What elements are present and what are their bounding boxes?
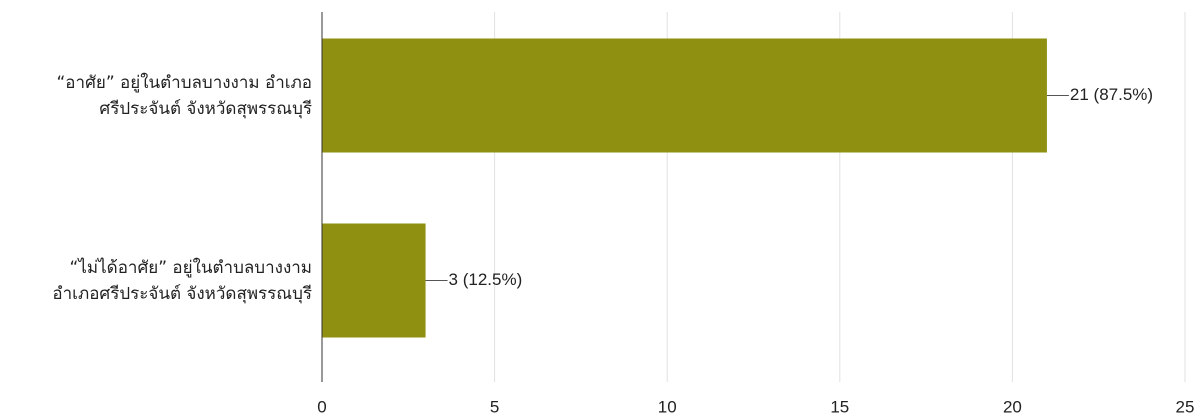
x-tick-label: 5 xyxy=(490,397,499,416)
category-label: “ไม่ได้อาศัย” อยู่ในตำบลบางงาม อำเภอศรีป… xyxy=(52,257,312,304)
bar xyxy=(322,223,426,338)
value-label: 3 (12.5%) xyxy=(449,270,523,289)
category-label: “อาศัย” อยู่ในตำบลบางงาม อำเภอ ศรีประจัน… xyxy=(56,72,313,119)
bar xyxy=(322,38,1047,153)
value-label: 21 (87.5%) xyxy=(1070,85,1153,104)
x-tick-label: 0 xyxy=(317,397,326,416)
x-tick-label: 25 xyxy=(1176,397,1195,416)
x-tick-label: 15 xyxy=(830,397,849,416)
x-tick-label: 10 xyxy=(658,397,677,416)
x-tick-label: 20 xyxy=(1003,397,1022,416)
